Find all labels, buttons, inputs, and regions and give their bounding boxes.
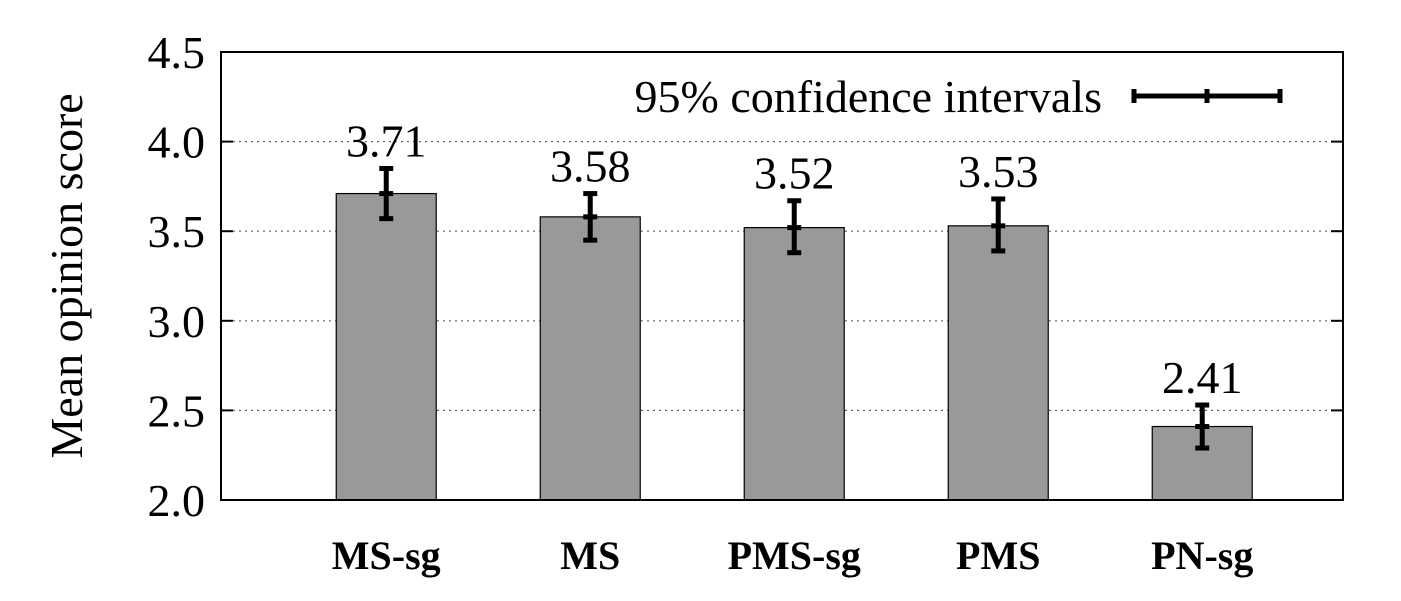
- data-label: 3.53: [958, 146, 1039, 197]
- bar: [335, 192, 437, 501]
- data-label: 3.58: [550, 141, 631, 192]
- legend: 95% confidence intervals: [635, 71, 1283, 122]
- legend-label: 95% confidence intervals: [635, 71, 1102, 122]
- y-tick-label: 3.0: [148, 296, 206, 347]
- y-tick-label: 3.5: [148, 206, 206, 257]
- x-tick-label: MS: [560, 533, 620, 578]
- y-tick-label: 2.0: [148, 475, 206, 526]
- data-label: 2.41: [1162, 352, 1243, 403]
- x-tick-label: PN-sg: [1151, 533, 1253, 578]
- plot-frame: [220, 51, 1344, 501]
- x-tick-label: PMS: [956, 533, 1040, 578]
- error-bars: [379, 165, 1210, 451]
- data-label: 3.52: [754, 148, 835, 199]
- y-axis-label: Mean opinion score: [41, 93, 92, 458]
- data-label: 3.71: [346, 115, 427, 166]
- y-tick-label: 4.5: [148, 27, 206, 78]
- bar: [539, 216, 641, 501]
- bar: [947, 225, 1049, 501]
- y-tick-label: 2.5: [148, 385, 206, 436]
- data-labels: 3.71 3.58 3.52 3.53 2.41: [346, 115, 1243, 403]
- y-tick-label: 4.0: [148, 117, 206, 168]
- bar: [743, 227, 845, 501]
- y-axis-ticks: 2.0 2.5 3.0 3.5 4.0 4.5: [148, 27, 1343, 526]
- legend-errorbar-symbol: [1131, 89, 1283, 103]
- x-tick-label: PMS-sg: [728, 533, 861, 578]
- x-tick-label: MS-sg: [332, 533, 441, 578]
- x-axis-labels: MS-sg MS PMS-sg PMS PN-sg: [332, 533, 1254, 578]
